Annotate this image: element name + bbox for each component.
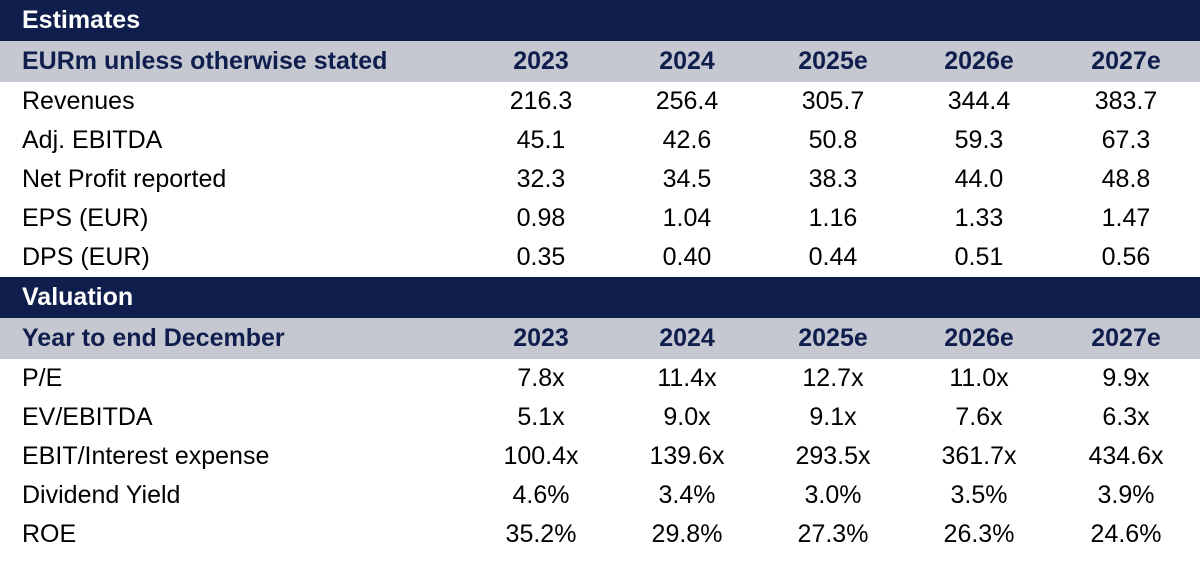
- year-header: 2024: [659, 47, 715, 75]
- table-cell: 1.47: [1101, 204, 1151, 232]
- row-label: Revenues: [22, 87, 135, 115]
- table-cell: 434.6x: [1088, 442, 1164, 470]
- table-cell: 6.3x: [1102, 403, 1150, 431]
- table-cell: 0.35: [516, 243, 566, 271]
- table-cell: 4.6%: [512, 481, 570, 509]
- row-label: P/E: [22, 364, 63, 392]
- table-cell: 12.7x: [802, 364, 864, 392]
- table-cell: 3.5%: [950, 481, 1008, 509]
- row-label: Dividend Yield: [22, 481, 181, 509]
- table-cell: 1.04: [662, 204, 712, 232]
- table-cell: 32.3: [516, 165, 566, 193]
- table-cell: 11.0x: [949, 364, 1009, 392]
- table-cell: 44.0: [954, 165, 1004, 193]
- table-row-eps: EPS (EUR) 0.98 1.04 1.16 1.33 1.47: [0, 199, 1200, 238]
- table-cell: 383.7: [1094, 87, 1158, 115]
- table-cell: 7.8x: [517, 364, 565, 392]
- year-header: 2026e: [944, 47, 1014, 75]
- table-row-roe: ROE 35.2% 29.8% 27.3% 26.3% 24.6%: [0, 515, 1200, 554]
- table-cell: 34.5: [662, 165, 712, 193]
- table-cell: 0.56: [1101, 243, 1151, 271]
- valuation-header-label: Year to end December: [22, 324, 285, 352]
- year-header: 2027e: [1091, 324, 1161, 352]
- row-label: Adj. EBITDA: [22, 126, 163, 154]
- year-header: 2024: [659, 324, 715, 352]
- table-cell: 67.3: [1101, 126, 1151, 154]
- table-cell: 27.3%: [797, 520, 869, 548]
- table-cell: 26.3%: [943, 520, 1015, 548]
- table-cell: 293.5x: [795, 442, 871, 470]
- table-cell: 0.98: [516, 204, 566, 232]
- table-row-revenues: Revenues 216.3 256.4 305.7 344.4 383.7: [0, 82, 1200, 121]
- table-cell: 361.7x: [941, 442, 1017, 470]
- table-cell: 305.7: [801, 87, 865, 115]
- row-label: EPS (EUR): [22, 204, 149, 232]
- row-label: EBIT/Interest expense: [22, 442, 270, 470]
- table-cell: 35.2%: [505, 520, 577, 548]
- table-cell: 24.6%: [1090, 520, 1162, 548]
- table-cell: 9.9x: [1102, 364, 1150, 392]
- row-label: Net Profit reported: [22, 165, 227, 193]
- table-cell: 29.8%: [651, 520, 723, 548]
- estimates-header-row: EURm unless otherwise stated 2023 2024 2…: [0, 41, 1200, 82]
- year-header: 2026e: [944, 324, 1014, 352]
- estimates-valuation-table: Estimates EURm unless otherwise stated 2…: [0, 0, 1200, 554]
- table-cell: 42.6: [662, 126, 712, 154]
- table-cell: 139.6x: [649, 442, 725, 470]
- year-header: 2025e: [798, 47, 868, 75]
- table-row-ebit-interest: EBIT/Interest expense 100.4x 139.6x 293.…: [0, 437, 1200, 476]
- valuation-header-row: Year to end December 2023 2024 2025e 202…: [0, 318, 1200, 359]
- table-cell: 50.8: [808, 126, 858, 154]
- table-cell: 9.1x: [809, 403, 857, 431]
- table-row-pe: P/E 7.8x 11.4x 12.7x 11.0x 9.9x: [0, 359, 1200, 398]
- table-cell: 216.3: [509, 87, 573, 115]
- table-cell: 256.4: [655, 87, 719, 115]
- table-row-ev-ebitda: EV/EBITDA 5.1x 9.0x 9.1x 7.6x 6.3x: [0, 398, 1200, 437]
- table-cell: 9.0x: [663, 403, 711, 431]
- table-row-net-profit: Net Profit reported 32.3 34.5 38.3 44.0 …: [0, 160, 1200, 199]
- table-cell: 1.33: [954, 204, 1004, 232]
- row-label: DPS (EUR): [22, 243, 150, 271]
- table-cell: 1.16: [808, 204, 858, 232]
- table-cell: 0.44: [808, 243, 858, 271]
- table-cell: 45.1: [516, 126, 566, 154]
- table-cell: 59.3: [954, 126, 1004, 154]
- table-cell: 344.4: [947, 87, 1011, 115]
- table-cell: 5.1x: [517, 403, 565, 431]
- year-header: 2023: [513, 324, 569, 352]
- year-header: 2025e: [798, 324, 868, 352]
- table-cell: 0.51: [954, 243, 1004, 271]
- year-header: 2027e: [1091, 47, 1161, 75]
- table-row-adj-ebitda: Adj. EBITDA 45.1 42.6 50.8 59.3 67.3: [0, 121, 1200, 160]
- table-row-dividend-yield: Dividend Yield 4.6% 3.4% 3.0% 3.5% 3.9%: [0, 476, 1200, 515]
- table-cell: 3.4%: [658, 481, 716, 509]
- estimates-section-title: Estimates: [0, 0, 1200, 41]
- table-row-dps: DPS (EUR) 0.35 0.40 0.44 0.51 0.56: [0, 238, 1200, 277]
- table-cell: 38.3: [808, 165, 858, 193]
- table-cell: 3.0%: [804, 481, 862, 509]
- table-cell: 11.4x: [657, 364, 717, 392]
- table-cell: 48.8: [1101, 165, 1151, 193]
- estimates-header-label: EURm unless otherwise stated: [22, 47, 388, 75]
- table-cell: 0.40: [662, 243, 712, 271]
- valuation-section-title: Valuation: [0, 277, 1200, 318]
- table-cell: 100.4x: [503, 442, 579, 470]
- table-cell: 7.6x: [955, 403, 1003, 431]
- year-header: 2023: [513, 47, 569, 75]
- table-cell: 3.9%: [1097, 481, 1155, 509]
- row-label: EV/EBITDA: [22, 403, 153, 431]
- row-label: ROE: [22, 520, 77, 548]
